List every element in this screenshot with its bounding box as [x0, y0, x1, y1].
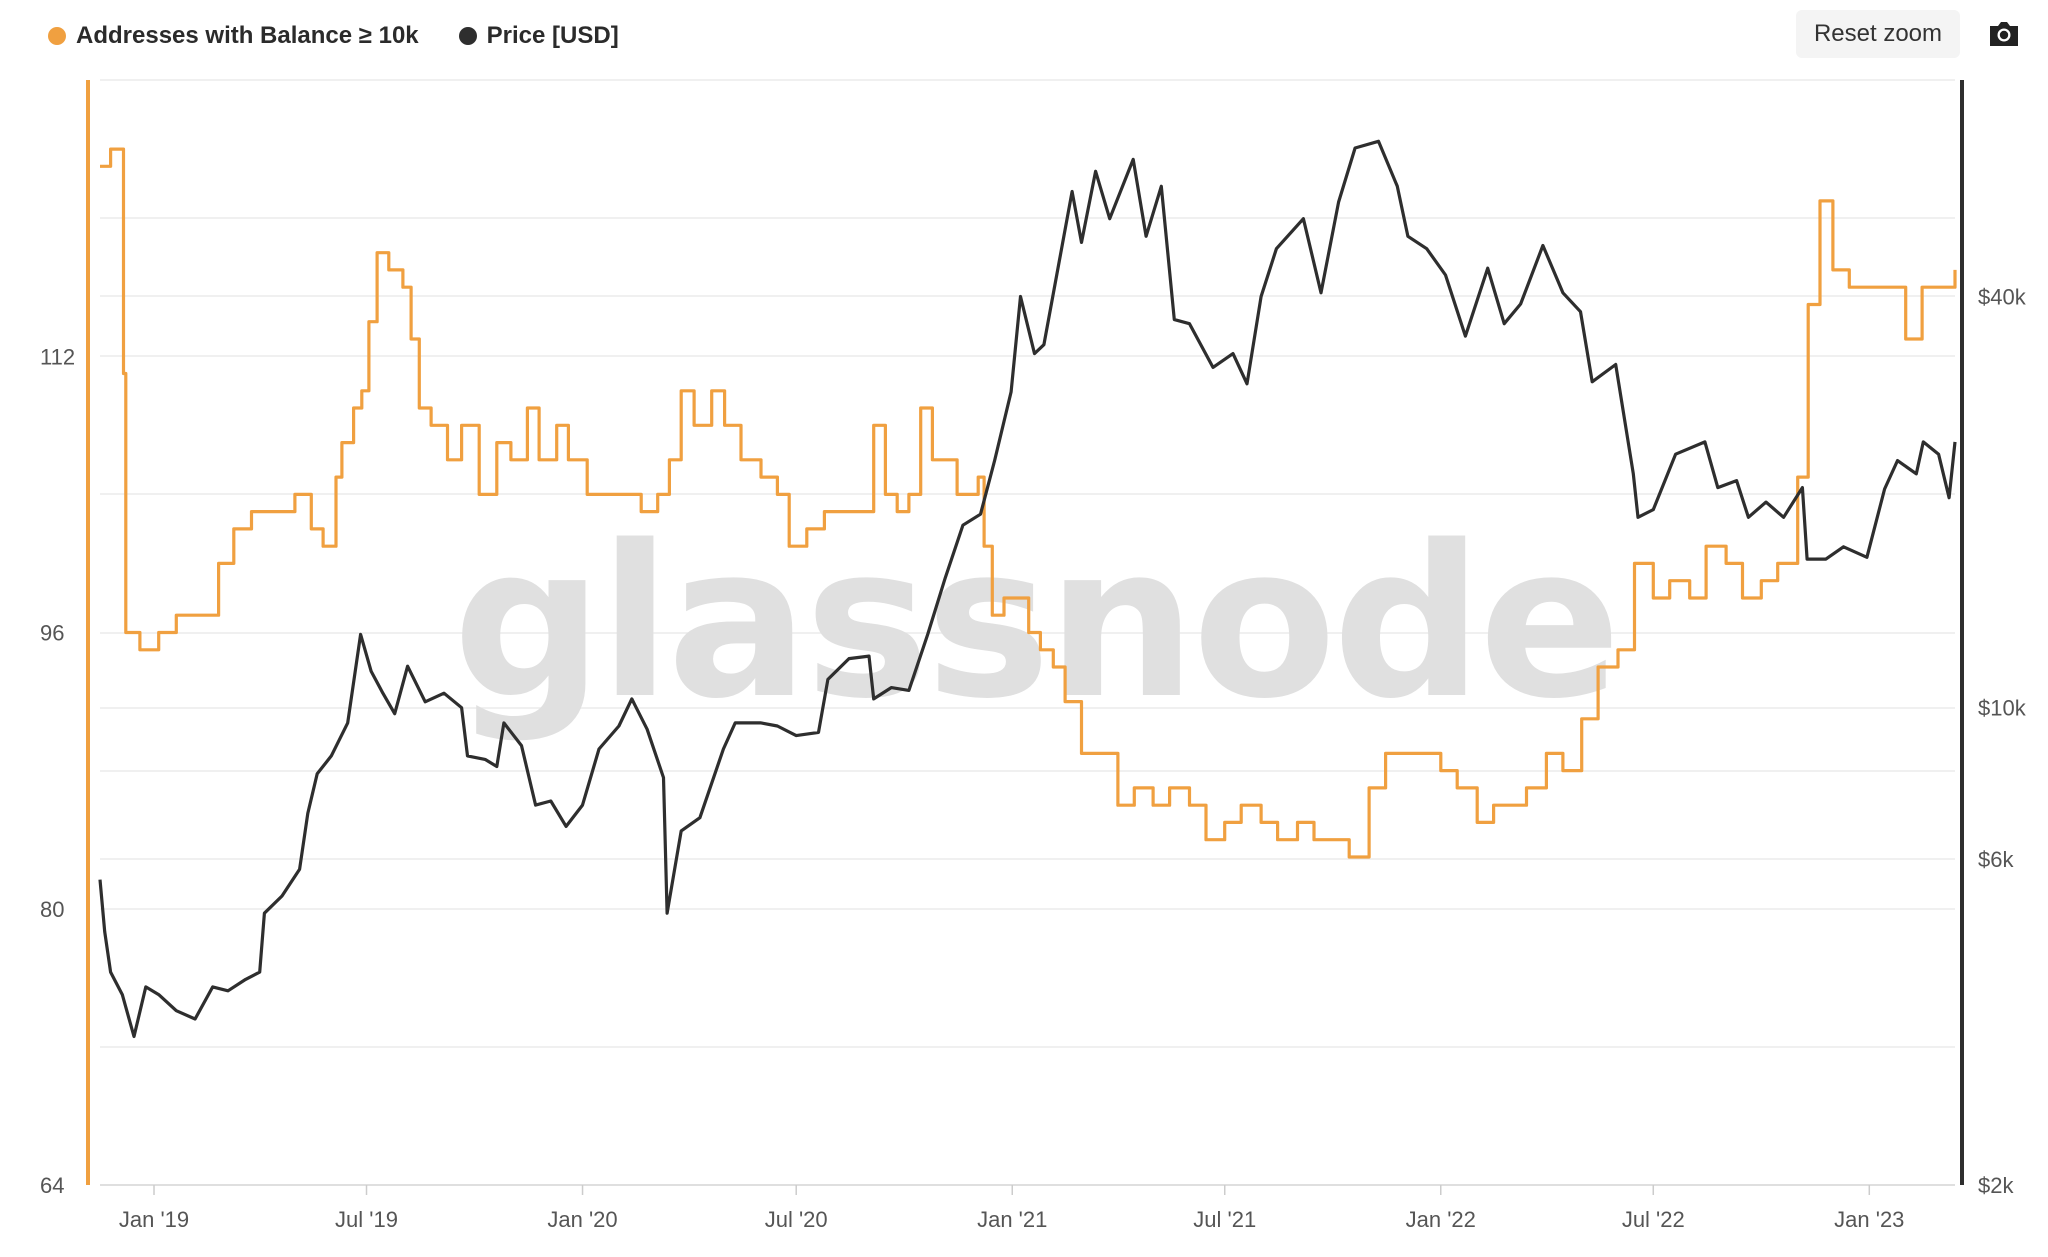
x-tick-label: Jan '21 [977, 1207, 1047, 1232]
x-tick-label: Jan '23 [1834, 1207, 1904, 1232]
legend-item-price[interactable]: Price [USD] [458, 22, 619, 50]
x-tick-label: Jul '21 [1193, 1207, 1256, 1232]
left-tick-label: 64 [40, 1173, 64, 1198]
series-line-addresses [100, 147, 1957, 859]
right-tick-label: $2k [1978, 1173, 2014, 1198]
x-tick-label: Jan '22 [1406, 1207, 1476, 1232]
series-line-price [98, 139, 1957, 1039]
legend-dot-addresses [48, 27, 66, 45]
left-tick-label: 80 [40, 897, 64, 922]
series-layer [98, 139, 1957, 1039]
chart-legend: Addresses with Balance ≥ 10k Price [USD] [48, 22, 619, 50]
x-tick-label: Jul '22 [1622, 1207, 1685, 1232]
right-tick-label: $10k [1978, 696, 2027, 721]
left-tick-label: 112 [40, 344, 75, 369]
legend-item-addresses[interactable]: Addresses with Balance ≥ 10k [48, 22, 419, 50]
legend-label-addresses: Addresses with Balance ≥ 10k [76, 22, 419, 49]
camera-icon[interactable] [1986, 16, 2022, 52]
right-tick-label: $40k [1978, 284, 2027, 309]
reset-zoom-button[interactable]: Reset zoom [1796, 10, 1960, 58]
legend-label-price: Price [USD] [486, 22, 619, 49]
watermark-text: glassnode [453, 500, 1618, 745]
axes: Jan '19 Jul '19 Jan '20 Jul '20 Jan '21 Jul '… [40, 80, 2027, 1232]
left-tick-label: 96 [40, 621, 64, 646]
x-tick-label: Jul '20 [765, 1207, 828, 1232]
x-tick-label: Jan '19 [119, 1207, 189, 1232]
legend-dot-price [458, 27, 477, 45]
x-tick-label: Jul '19 [335, 1207, 398, 1232]
right-tick-label: $6k [1978, 847, 2014, 872]
x-tick-label: Jan '20 [547, 1207, 617, 1232]
